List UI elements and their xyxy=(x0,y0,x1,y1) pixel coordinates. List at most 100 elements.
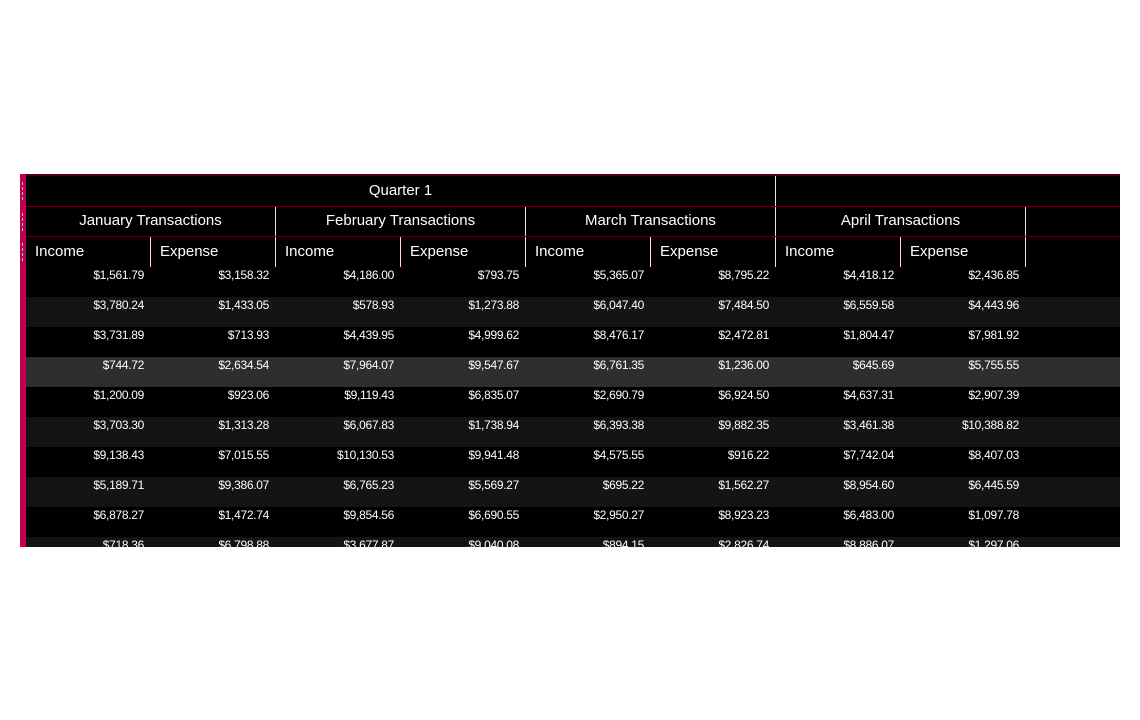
table-row[interactable]: $1,561.79 $3,158.32 $4,186.00 $793.75 $5,365… xyxy=(26,267,1120,297)
table-cell[interactable]: $3,780.24 xyxy=(93,298,144,312)
column-header-expense[interactable]: Expense xyxy=(651,237,776,267)
table-cell[interactable]: $6,878.27 xyxy=(93,508,144,522)
table-cell[interactable]: $8,886.07 xyxy=(843,538,894,547)
table-cell[interactable]: $9,386.07 xyxy=(218,478,269,492)
header-january[interactable]: January Transactions xyxy=(22,207,276,236)
table-cell[interactable]: $3,158.32 xyxy=(218,268,269,282)
column-header-expense[interactable]: Expense xyxy=(401,237,526,267)
row-header-strip[interactable] xyxy=(20,174,26,547)
table-row[interactable]: $744.72 $2,634.54 $7,964.07 $9,547.67 $6,761… xyxy=(26,357,1120,387)
table-cell[interactable]: $4,418.12 xyxy=(843,268,894,282)
table-cell[interactable]: $6,835.07 xyxy=(468,388,519,402)
table-cell[interactable]: $1,097.78 xyxy=(968,508,1019,522)
table-cell[interactable]: $9,119.43 xyxy=(344,388,394,402)
table-cell[interactable]: $6,761.35 xyxy=(593,358,644,372)
table-cell[interactable]: $713.93 xyxy=(227,328,270,342)
table-cell[interactable]: $6,393.38 xyxy=(593,418,644,432)
table-cell[interactable]: $1,313.28 xyxy=(218,418,269,432)
header-quarter-2[interactable] xyxy=(776,176,1120,206)
table-cell[interactable]: $8,795.22 xyxy=(718,268,769,282)
table-cell[interactable]: $8,954.60 xyxy=(843,478,894,492)
header-february[interactable]: February Transactions xyxy=(276,207,526,236)
table-cell[interactable]: $3,461.38 xyxy=(843,418,894,432)
table-cell[interactable]: $9,882.35 xyxy=(718,418,769,432)
table-cell[interactable]: $2,690.79 xyxy=(593,388,644,402)
table-cell[interactable]: $3,731.89 xyxy=(93,328,144,342)
table-cell[interactable]: $6,445.59 xyxy=(968,478,1019,492)
table-cell[interactable]: $744.72 xyxy=(102,358,145,372)
column-header-income[interactable]: Income xyxy=(776,237,901,267)
table-row[interactable]: $1,200.09 $923.06 $9,119.43 $6,835.07 $2,690… xyxy=(26,387,1120,417)
table-cell[interactable]: $10,388.82 xyxy=(961,418,1019,432)
column-header-income[interactable]: Income xyxy=(22,237,151,267)
table-cell[interactable]: $2,950.27 xyxy=(593,508,644,522)
table-cell[interactable]: $916.22 xyxy=(727,448,770,462)
table-cell[interactable]: $1,236.00 xyxy=(718,358,769,372)
table-cell[interactable]: $5,755.55 xyxy=(968,358,1019,372)
table-cell[interactable]: $4,575.55 xyxy=(593,448,644,462)
table-row[interactable]: $3,703.30 $1,313.28 $6,067.83 $1,738.94 $6,3… xyxy=(26,417,1120,447)
table-cell[interactable]: $4,999.62 xyxy=(468,328,519,342)
column-header-income[interactable]: Income xyxy=(276,237,401,267)
table-cell[interactable]: $10,130.53 xyxy=(336,448,394,462)
table-cell[interactable]: $6,690.55 xyxy=(468,508,519,522)
table-cell[interactable]: $4,637.31 xyxy=(843,388,894,402)
column-header-income[interactable]: Income xyxy=(526,237,651,267)
table-cell[interactable]: $8,407.03 xyxy=(968,448,1019,462)
table-cell[interactable]: $9,854.56 xyxy=(343,508,394,522)
header-quarter-1[interactable]: Quarter 1 xyxy=(22,176,776,206)
table-cell[interactable]: $6,798.88 xyxy=(218,538,269,547)
table-cell[interactable]: $4,443.96 xyxy=(968,298,1019,312)
table-cell[interactable]: $894.15 xyxy=(602,538,645,547)
header-march[interactable]: March Transactions xyxy=(526,207,776,236)
table-cell[interactable]: $8,923.23 xyxy=(718,508,769,522)
table-cell[interactable]: $1,561.79 xyxy=(93,268,144,282)
table-cell[interactable]: $2,472.81 xyxy=(718,328,769,342)
table-row[interactable]: $9,138.43 $7,015.55 $10,130.53 $9,941.48 $4,… xyxy=(26,447,1120,477)
table-cell[interactable]: $9,138.43 xyxy=(93,448,144,462)
table-cell[interactable]: $6,924.50 xyxy=(718,388,769,402)
table-cell[interactable]: $3,677.87 xyxy=(343,538,394,547)
table-row[interactable]: $718.36 $6,798.88 $3,677.87 $9,040.08 $894.1… xyxy=(26,537,1120,547)
table-cell[interactable]: $5,189.71 xyxy=(93,478,144,492)
table-cell[interactable]: $7,981.92 xyxy=(968,328,1019,342)
table-cell[interactable]: $1,472.74 xyxy=(218,508,269,522)
table-cell[interactable]: $7,964.07 xyxy=(343,358,394,372)
table-cell[interactable]: $793.75 xyxy=(477,268,520,282)
table-cell[interactable]: $6,765.23 xyxy=(343,478,394,492)
table-cell[interactable]: $3,703.30 xyxy=(93,418,144,432)
table-row[interactable]: $3,780.24 $1,433.05 $578.93 $1,273.88 $6,047… xyxy=(26,297,1120,327)
table-cell[interactable]: $7,484.50 xyxy=(718,298,769,312)
table-cell[interactable]: $5,365.07 xyxy=(593,268,644,282)
table-cell[interactable]: $7,742.04 xyxy=(843,448,894,462)
table-cell[interactable]: $9,941.48 xyxy=(468,448,519,462)
table-cell[interactable]: $9,547.67 xyxy=(468,358,519,372)
table-cell[interactable]: $1,804.47 xyxy=(843,328,894,342)
table-cell[interactable]: $4,439.95 xyxy=(343,328,394,342)
table-row[interactable]: $3,731.89 $713.93 $4,439.95 $4,999.62 $8,476… xyxy=(26,327,1120,357)
table-cell[interactable]: $1,200.09 xyxy=(93,388,144,402)
table-cell[interactable]: $645.69 xyxy=(852,358,895,372)
table-cell[interactable]: $6,559.58 xyxy=(843,298,894,312)
table-cell[interactable]: $2,436.85 xyxy=(968,268,1019,282)
table-cell[interactable]: $923.06 xyxy=(227,388,270,402)
table-cell[interactable]: $2,907.39 xyxy=(968,388,1019,402)
table-cell[interactable]: $1,433.05 xyxy=(218,298,269,312)
table-cell[interactable]: $578.93 xyxy=(352,298,395,312)
table-cell[interactable]: $718.36 xyxy=(102,538,145,547)
header-april[interactable]: April Transactions xyxy=(776,207,1026,236)
table-cell[interactable]: $1,738.94 xyxy=(468,418,519,432)
table-cell[interactable]: $1,297.06 xyxy=(968,538,1019,547)
table-cell[interactable]: $1,562.27 xyxy=(718,478,769,492)
table-row[interactable]: $6,878.27 $1,472.74 $9,854.56 $6,690.55 $2,9… xyxy=(26,507,1120,537)
table-cell[interactable]: $2,634.54 xyxy=(218,358,269,372)
table-cell[interactable]: $8,476.17 xyxy=(593,328,644,342)
table-cell[interactable]: $1,273.88 xyxy=(468,298,519,312)
table-cell[interactable]: $5,569.27 xyxy=(468,478,519,492)
table-cell[interactable]: $4,186.00 xyxy=(343,268,394,282)
column-header-expense[interactable]: Expense xyxy=(151,237,276,267)
table-cell[interactable]: $6,483.00 xyxy=(843,508,894,522)
table-cell[interactable]: $695.22 xyxy=(602,478,645,492)
table-cell[interactable]: $7,015.55 xyxy=(218,448,269,462)
table-cell[interactable]: $6,067.83 xyxy=(343,418,394,432)
